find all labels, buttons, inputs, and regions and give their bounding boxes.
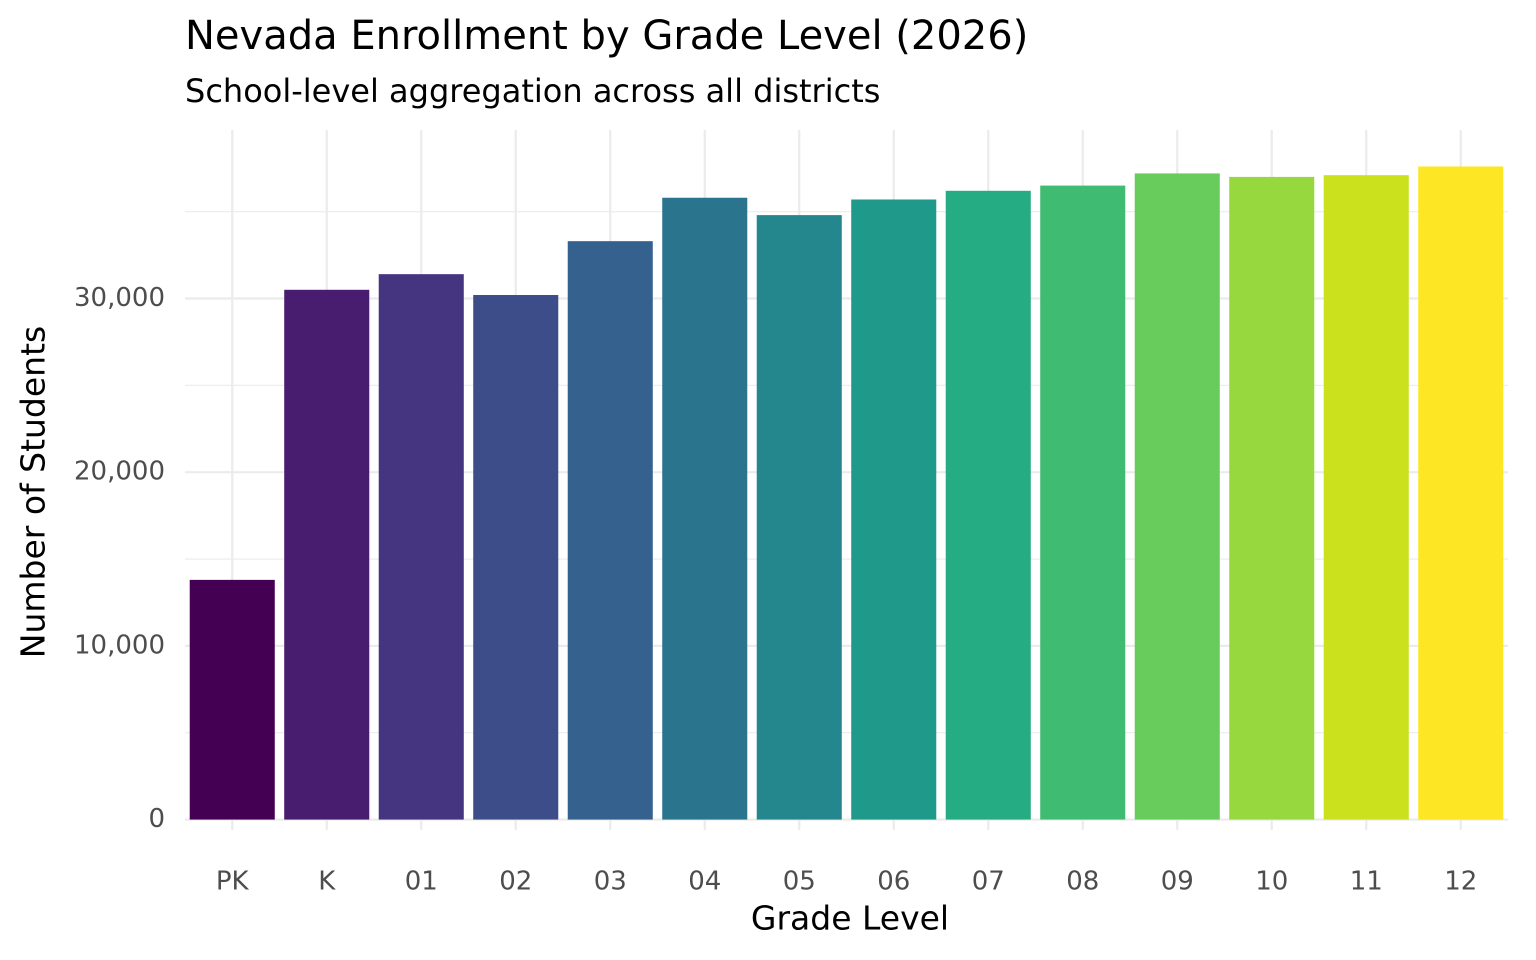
x-tick-label: 01 xyxy=(405,867,438,897)
x-tick-label: 09 xyxy=(1161,867,1194,897)
y-tick-label: 10,000 xyxy=(74,630,165,660)
bar xyxy=(284,289,370,820)
x-tick-label: 06 xyxy=(877,867,910,897)
x-tick-label: PK xyxy=(216,867,250,897)
x-tick-label: 11 xyxy=(1350,867,1383,897)
y-tick-label: 30,000 xyxy=(74,283,165,313)
bar xyxy=(662,197,748,820)
x-tick-label: 07 xyxy=(972,867,1005,897)
bar xyxy=(1134,173,1220,820)
bar xyxy=(1418,166,1504,820)
x-axis-label: Grade Level xyxy=(751,899,949,938)
chart-subtitle: School-level aggregation across all dist… xyxy=(185,72,880,110)
bar xyxy=(189,579,275,820)
bar xyxy=(473,295,559,820)
bar xyxy=(1323,175,1409,820)
bar xyxy=(756,215,842,820)
bar xyxy=(945,190,1031,820)
x-tick-label: 10 xyxy=(1255,867,1288,897)
bar xyxy=(851,199,937,820)
bar xyxy=(1040,185,1126,820)
x-tick-label: 04 xyxy=(688,867,721,897)
chart-title: Nevada Enrollment by Grade Level (2026) xyxy=(185,13,1028,59)
x-tick-label: 12 xyxy=(1444,867,1477,897)
bar xyxy=(378,274,464,820)
y-axis-label: Number of Students xyxy=(14,326,53,658)
y-tick-label: 20,000 xyxy=(74,457,165,487)
x-tick-label: 05 xyxy=(783,867,816,897)
x-tick-label: K xyxy=(318,867,336,897)
x-tick-label: 03 xyxy=(594,867,627,897)
bar xyxy=(567,241,653,820)
x-tick-label: 02 xyxy=(499,867,532,897)
bar xyxy=(1229,176,1315,820)
x-tick-label: 08 xyxy=(1066,867,1099,897)
y-tick-label: 0 xyxy=(148,804,165,834)
